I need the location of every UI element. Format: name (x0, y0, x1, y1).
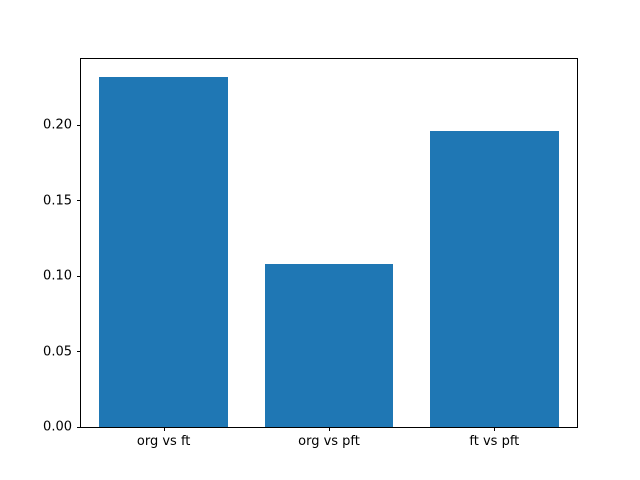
y-tick-label: 0.15 (43, 193, 72, 209)
y-tick-mark (77, 275, 81, 277)
bar-org-vs-ft (99, 77, 229, 427)
bar-ft-vs-pft (429, 131, 559, 427)
x-tick-label: org vs pft (298, 434, 360, 449)
x-tick-mark (494, 427, 496, 431)
x-tick-mark (163, 427, 165, 431)
x-tick-label: ft vs pft (469, 434, 520, 449)
y-tick-mark (77, 351, 81, 353)
y-tick-label: 0.05 (43, 344, 72, 360)
y-tick-mark (77, 124, 81, 126)
y-tick-label: 0.00 (43, 419, 72, 435)
bar-org-vs-pft (264, 264, 394, 427)
x-tick-label: org vs ft (136, 434, 191, 449)
plot-area: org vs ft org vs pft ft vs pft 0.00 0.05 0.10… (43, 58, 578, 448)
y-tick-label: 0.20 (43, 117, 72, 133)
x-tick-mark (329, 427, 330, 431)
y-tick-label: 0.10 (43, 268, 72, 284)
y-tick-mark (77, 426, 81, 428)
y-tick-mark (77, 200, 81, 202)
